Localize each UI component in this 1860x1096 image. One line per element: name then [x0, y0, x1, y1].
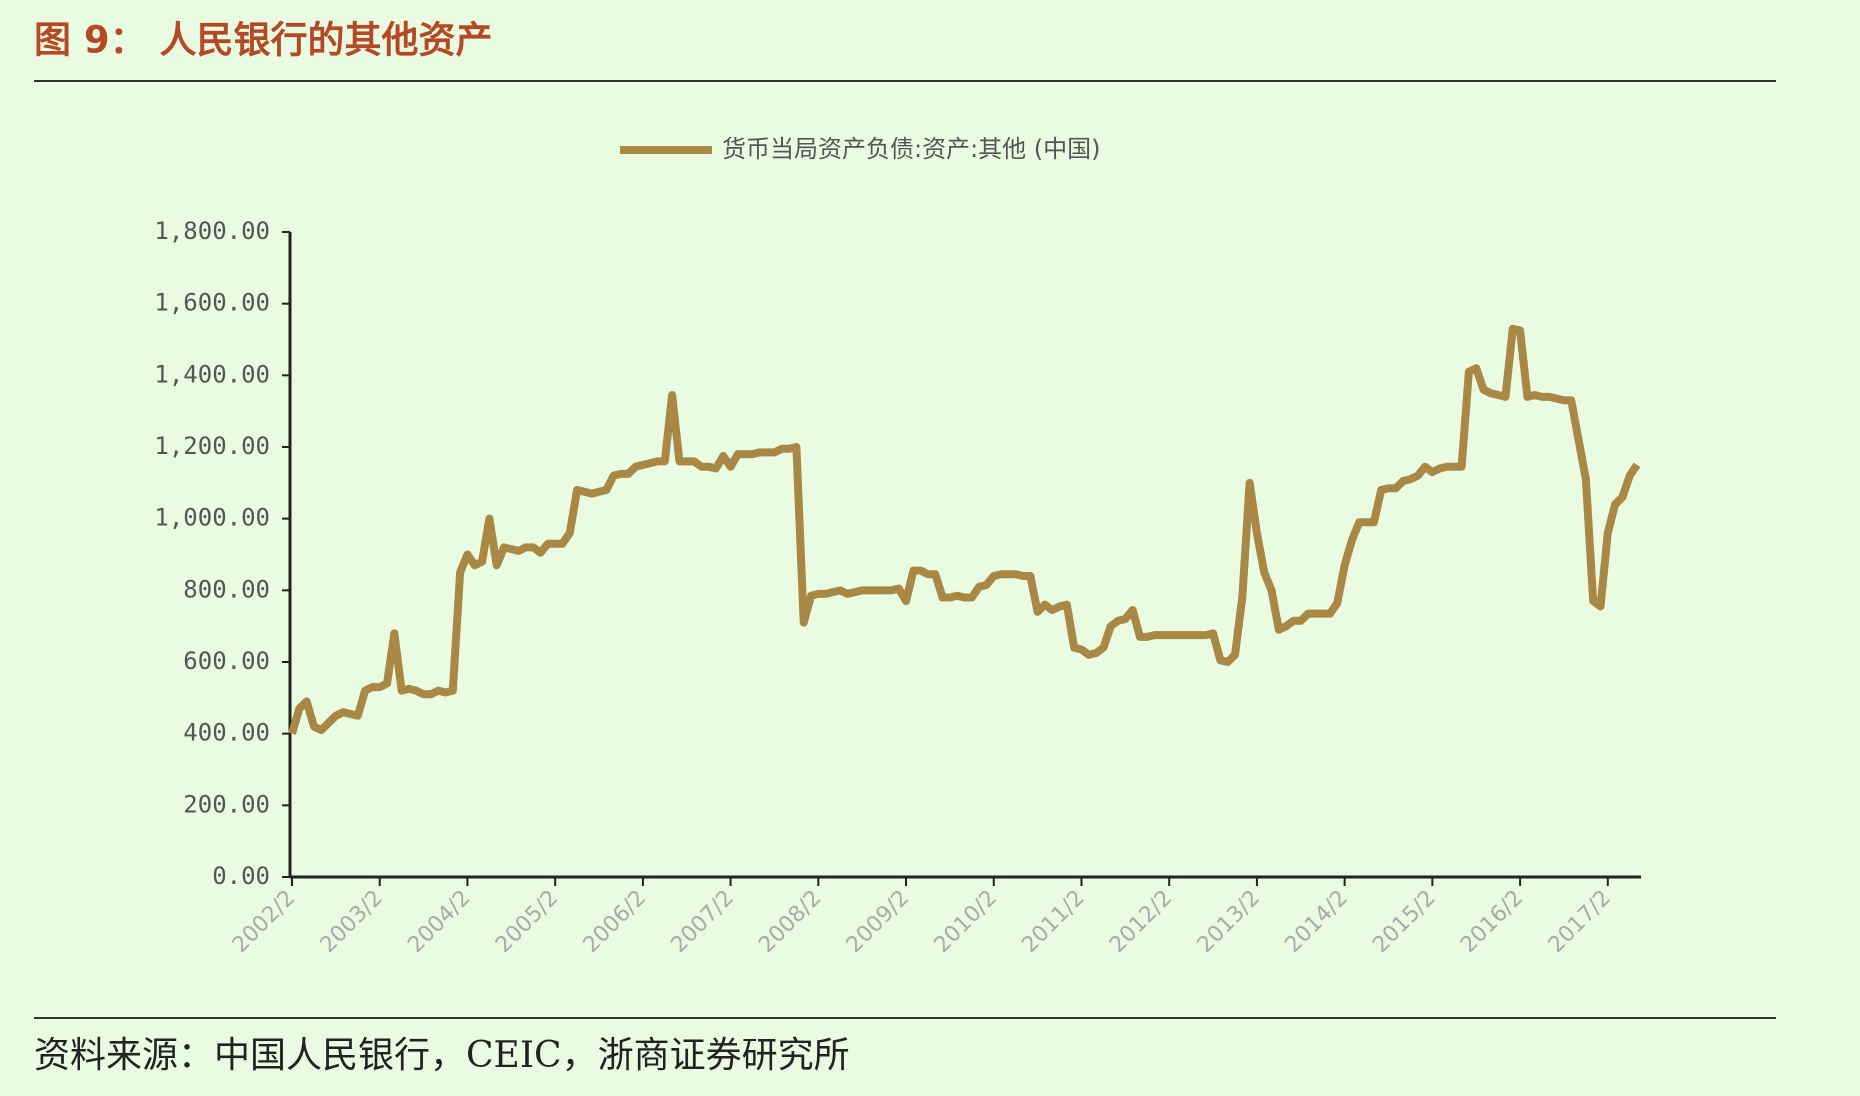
x-tick-label: 2016/2: [1456, 886, 1528, 958]
x-tick-label: 2017/2: [1544, 886, 1616, 958]
y-tick-label: 1,400.00: [154, 360, 270, 388]
x-tick-label: 2011/2: [1017, 886, 1089, 958]
x-tick-label: 2007/2: [666, 886, 738, 958]
x-tick-label: 2002/2: [228, 886, 300, 958]
x-tick-label: 2005/2: [491, 886, 563, 958]
x-tick-label: 2012/2: [1105, 886, 1177, 958]
y-tick-label: 600.00: [183, 647, 270, 675]
y-tick-label: 200.00: [183, 790, 270, 818]
data-line: [288, 324, 1641, 735]
y-tick-label: 0.00: [212, 862, 270, 890]
x-tick-label: 2013/2: [1193, 886, 1265, 958]
x-tick-label: 2006/2: [579, 886, 651, 958]
y-tick-label: 1,200.00: [154, 432, 270, 460]
y-tick-label: 1,800.00: [154, 217, 270, 245]
y-tick-label: 1,000.00: [154, 504, 270, 532]
source-note: 资料来源：中国人民银行，CEIC，浙商证券研究所: [34, 1035, 850, 1076]
x-tick-label: 2010/2: [930, 886, 1002, 958]
y-tick-label: 400.00: [183, 719, 270, 747]
x-tick-label: 2015/2: [1368, 886, 1440, 958]
x-tick-label: 2004/2: [403, 886, 475, 958]
y-tick-label: 1,600.00: [154, 289, 270, 317]
chart-title: 图 9： 人民银行的其他资产: [34, 19, 493, 62]
x-tick-label: 2003/2: [316, 886, 388, 958]
y-tick-label: 800.00: [183, 575, 270, 603]
x-tick-label: 2008/2: [754, 886, 826, 958]
legend-label: 货币当局资产负债:资产:其他 (中国): [722, 135, 1101, 163]
x-tick-label: 2014/2: [1280, 886, 1352, 958]
x-tick-label: 2009/2: [842, 886, 914, 958]
